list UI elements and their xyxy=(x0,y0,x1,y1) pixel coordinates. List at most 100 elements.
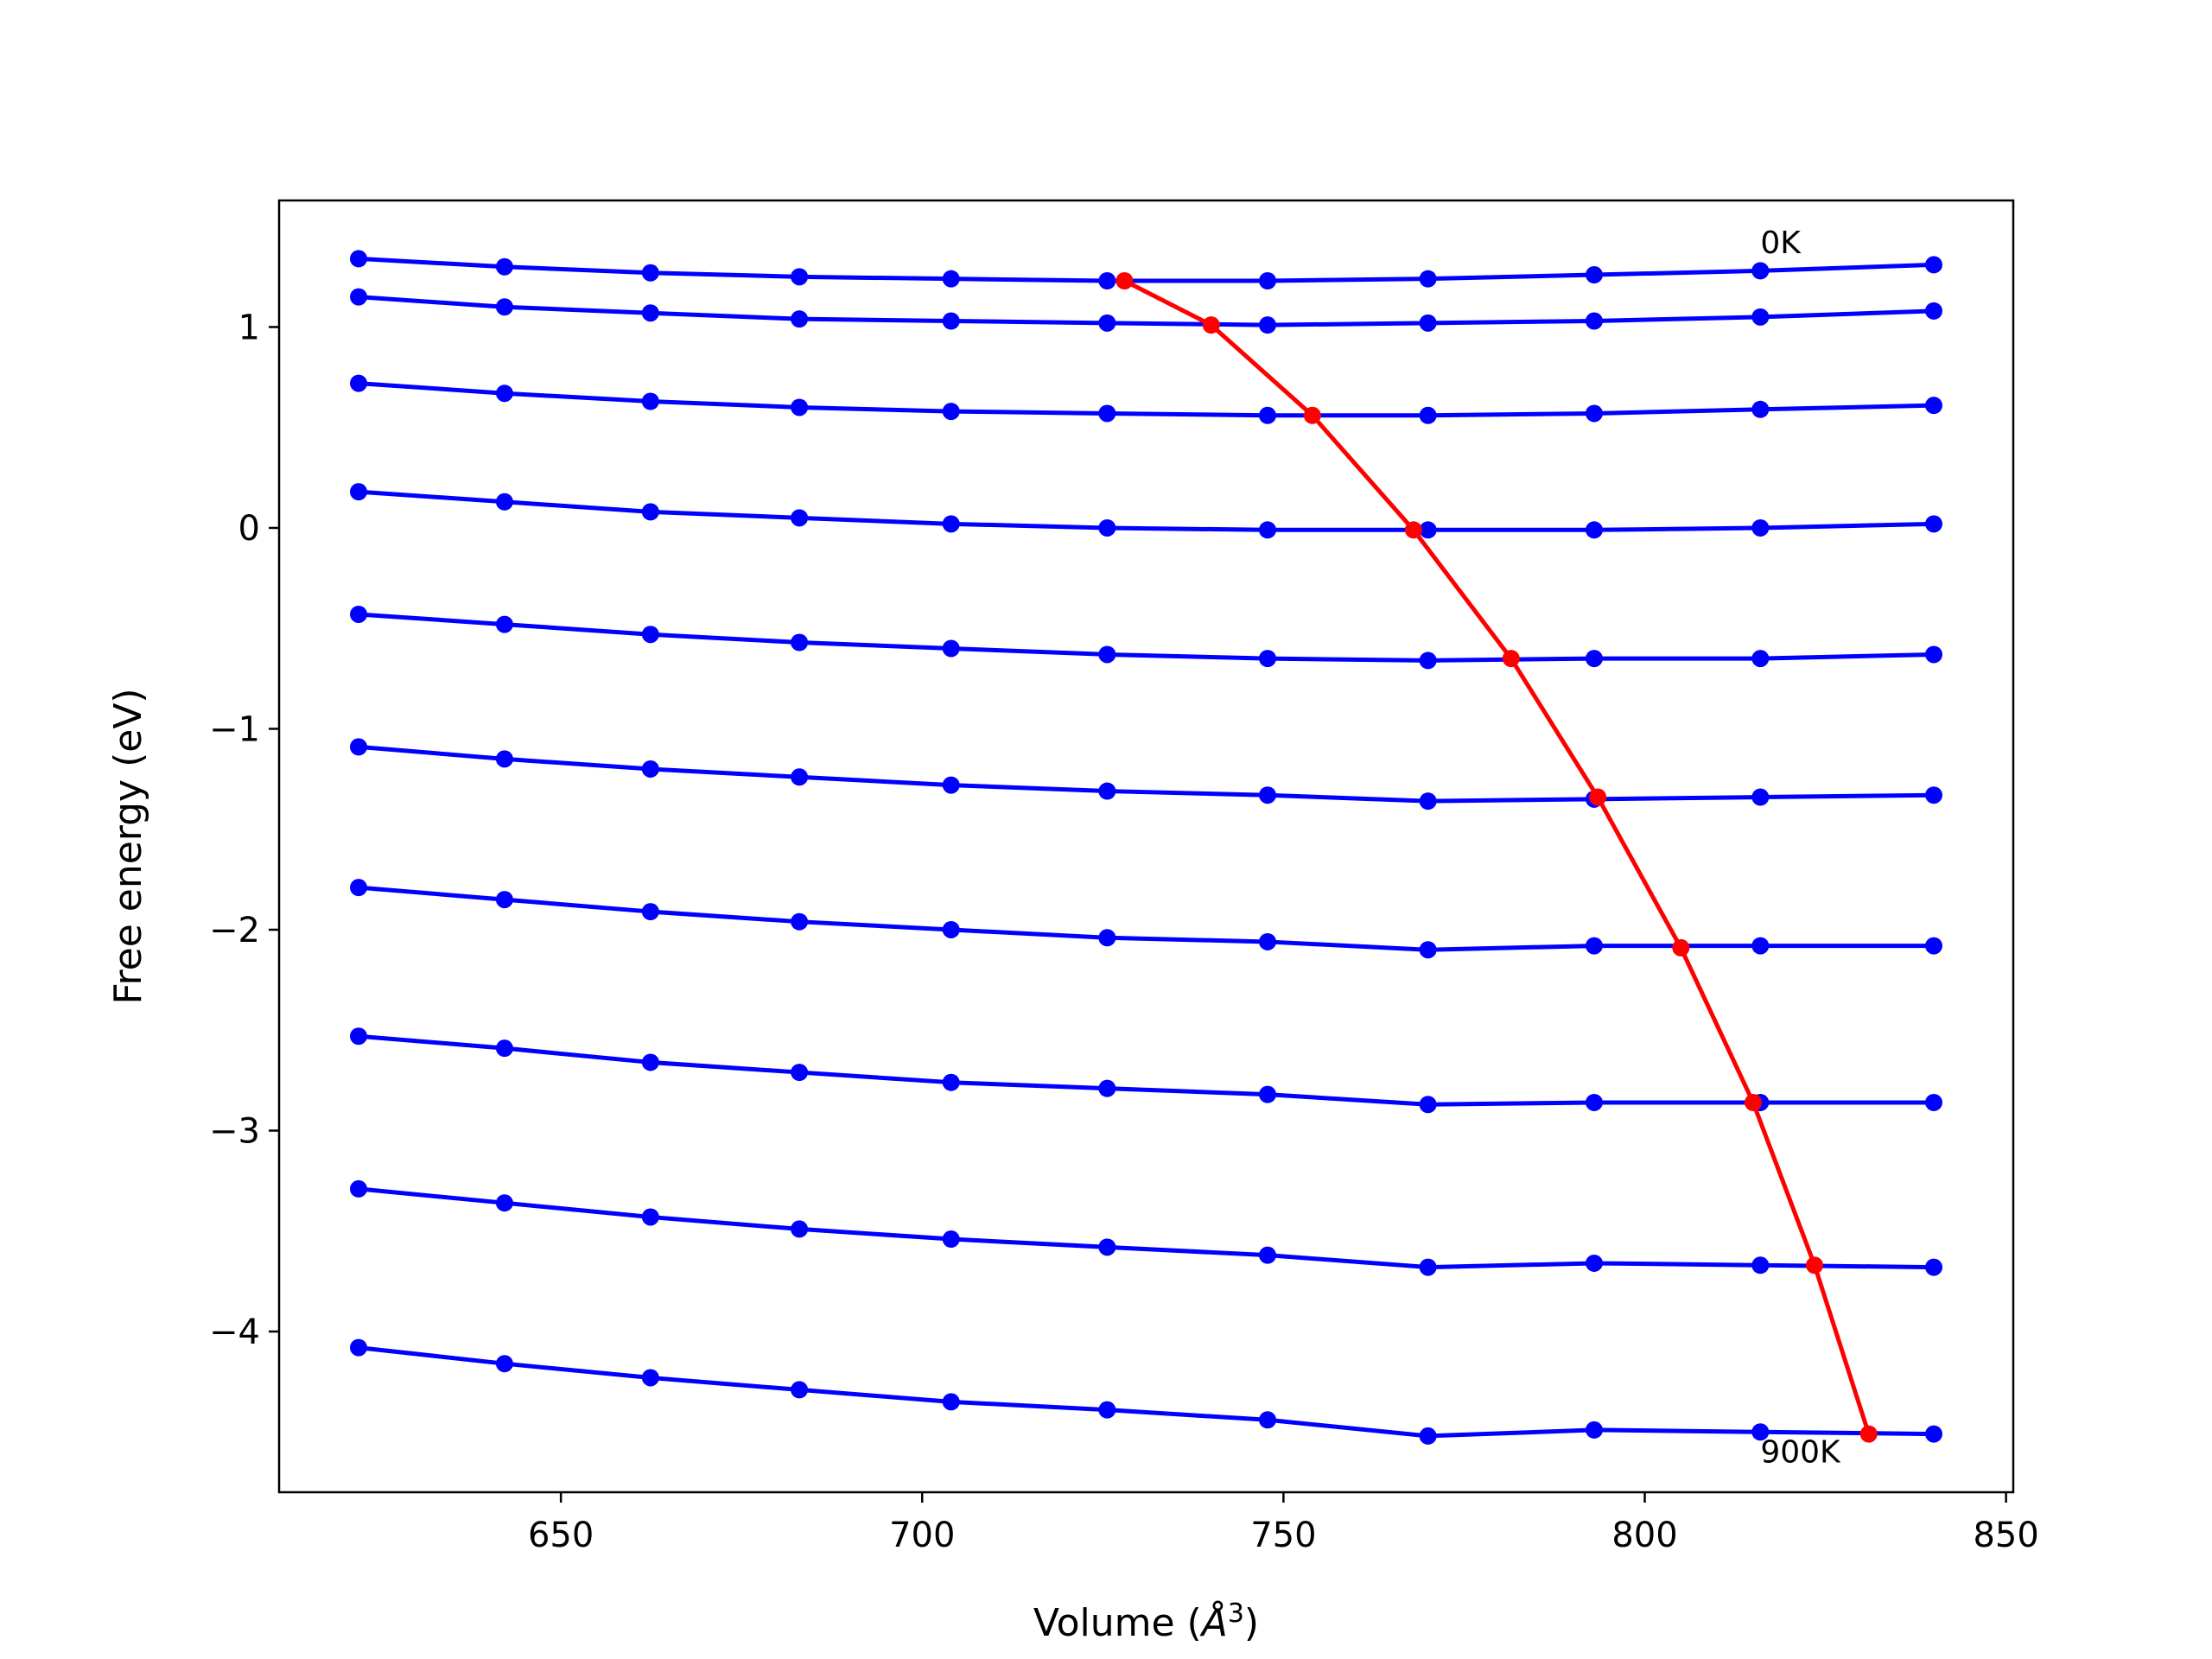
isotherm-6-point-10 xyxy=(1925,937,1943,955)
isotherm-7-point-4 xyxy=(942,1073,960,1091)
equilibrium-point-4 xyxy=(1502,650,1520,668)
isotherm-5-point-2 xyxy=(641,760,659,778)
isotherm-9-point-0 xyxy=(349,1338,367,1357)
equilibrium-point-5 xyxy=(1589,788,1607,806)
isotherm-5-point-6 xyxy=(1258,786,1276,804)
isotherm-4-point-3 xyxy=(791,633,809,652)
x-axis-label: Volume (Å3) xyxy=(1033,1599,1259,1645)
isotherm-7-point-2 xyxy=(641,1053,659,1071)
equilibrium-point-8 xyxy=(1806,1256,1824,1274)
isotherm-7-point-5 xyxy=(1098,1079,1116,1097)
isotherm-4-point-0 xyxy=(349,605,367,623)
isotherm-2-point-2 xyxy=(641,392,659,410)
isotherm-1-point-5 xyxy=(1098,314,1116,332)
isotherm-2-point-3 xyxy=(791,398,809,416)
isotherm-5-point-3 xyxy=(791,768,809,786)
equilibrium-point-6 xyxy=(1672,938,1690,957)
isotherm-3-point-3 xyxy=(791,509,809,527)
isotherm-9-point-9 xyxy=(1751,1423,1770,1441)
isotherm-7-point-0 xyxy=(349,1027,367,1046)
isotherm-9-point-3 xyxy=(791,1381,809,1399)
isotherm-1-point-10 xyxy=(1925,302,1943,320)
isotherm-6-point-7 xyxy=(1419,941,1437,959)
isotherm-4-point-5 xyxy=(1098,645,1116,664)
x-tick-label-650: 650 xyxy=(528,1516,594,1555)
isotherm-0-point-1 xyxy=(495,257,513,276)
isotherm-7-point-7 xyxy=(1419,1096,1437,1114)
isotherm-3-point-0 xyxy=(349,483,367,501)
y-tick-label--1: −1 xyxy=(209,709,260,749)
isotherm-2-point-0 xyxy=(349,374,367,392)
equilibrium-point-7 xyxy=(1744,1093,1762,1111)
isotherm-9-point-5 xyxy=(1098,1401,1116,1419)
isotherm-8-point-5 xyxy=(1098,1238,1116,1256)
y-tick-label--2: −2 xyxy=(209,911,260,950)
isotherm-2-point-1 xyxy=(495,385,513,403)
isotherm-1-point-7 xyxy=(1419,314,1437,332)
isotherm-8-point-7 xyxy=(1419,1258,1437,1276)
isotherm-1-point-4 xyxy=(942,312,960,330)
x-tick-label-700: 700 xyxy=(889,1516,955,1555)
isotherm-7-point-8 xyxy=(1585,1093,1603,1111)
isotherm-4-point-9 xyxy=(1751,650,1770,668)
plot-area xyxy=(349,250,1943,1445)
axes-frame xyxy=(277,199,2015,1494)
isotherm-3-point-2 xyxy=(641,503,659,521)
x-tick-label-750: 750 xyxy=(1250,1516,1316,1555)
y-axis-label: Free energy (eV) xyxy=(106,688,150,1004)
isotherm-8-point-10 xyxy=(1925,1258,1943,1276)
isotherm-4-point-1 xyxy=(495,615,513,633)
isotherm-2-point-7 xyxy=(1419,406,1437,424)
isotherm-9-point-6 xyxy=(1258,1411,1276,1429)
isotherm-5-point-1 xyxy=(495,750,513,768)
isotherm-2-point-5 xyxy=(1098,404,1116,423)
isotherm-7-point-6 xyxy=(1258,1085,1276,1103)
isotherm-3-point-5 xyxy=(1098,518,1116,537)
isotherm-6-point-1 xyxy=(495,891,513,909)
isotherm-0-point-9 xyxy=(1751,262,1770,280)
isotherm-1-point-9 xyxy=(1751,308,1770,326)
isotherm-8-point-0 xyxy=(349,1179,367,1198)
isotherm-3-point-10 xyxy=(1925,515,1943,533)
isotherm-6-point-0 xyxy=(349,879,367,897)
isotherm-4-point-10 xyxy=(1925,645,1943,664)
x-tick-label-800: 800 xyxy=(1611,1516,1677,1555)
isotherm-6-point-4 xyxy=(942,920,960,938)
isotherm-7-point-1 xyxy=(495,1039,513,1058)
isotherm-8-point-8 xyxy=(1585,1254,1603,1272)
y-tick-label--3: −3 xyxy=(209,1111,260,1151)
isotherm-7-point-3 xyxy=(791,1064,809,1082)
y-tick-label-0: 0 xyxy=(238,509,260,549)
isotherm-7-point-10 xyxy=(1925,1093,1943,1111)
y-tick-label--4: −4 xyxy=(209,1313,260,1352)
isotherm-9-point-10 xyxy=(1925,1425,1943,1443)
isotherm-2-point-6 xyxy=(1258,406,1276,424)
isotherm-3-point-6 xyxy=(1258,521,1276,539)
isotherm-0-point-2 xyxy=(641,264,659,282)
isotherm-4-point-6 xyxy=(1258,650,1276,668)
isotherm-4-point-8 xyxy=(1585,650,1603,668)
equilibrium-point-3 xyxy=(1404,521,1422,539)
isotherm-8-point-6 xyxy=(1258,1246,1276,1264)
isotherm-6-point-5 xyxy=(1098,929,1116,947)
x-tick-label-850: 850 xyxy=(1973,1516,2038,1555)
isotherm-6-point-2 xyxy=(641,903,659,921)
isotherm-0-point-8 xyxy=(1585,266,1603,284)
isotherm-2-point-10 xyxy=(1925,397,1943,415)
isotherm-8-point-4 xyxy=(942,1230,960,1249)
isotherm-2-point-4 xyxy=(942,403,960,421)
isotherm-3-point-9 xyxy=(1751,518,1770,537)
isotherm-5-point-7 xyxy=(1419,792,1437,810)
isotherm-5-point-5 xyxy=(1098,782,1116,800)
isotherm-9-point-1 xyxy=(495,1355,513,1373)
axis-ticks: 650 700 750 800 850 −4 −3 −2 −1 0 1 xyxy=(209,308,2039,1555)
isotherm-4-point-7 xyxy=(1419,652,1437,670)
isotherm-1-point-1 xyxy=(495,298,513,316)
isotherm-0-point-6 xyxy=(1258,272,1276,290)
isotherm-8-point-2 xyxy=(641,1208,659,1226)
isotherm-1-point-6 xyxy=(1258,316,1276,334)
isotherm-0-point-10 xyxy=(1925,256,1943,274)
isotherm-1-point-8 xyxy=(1585,312,1603,330)
isotherm-5-point-9 xyxy=(1751,788,1770,806)
